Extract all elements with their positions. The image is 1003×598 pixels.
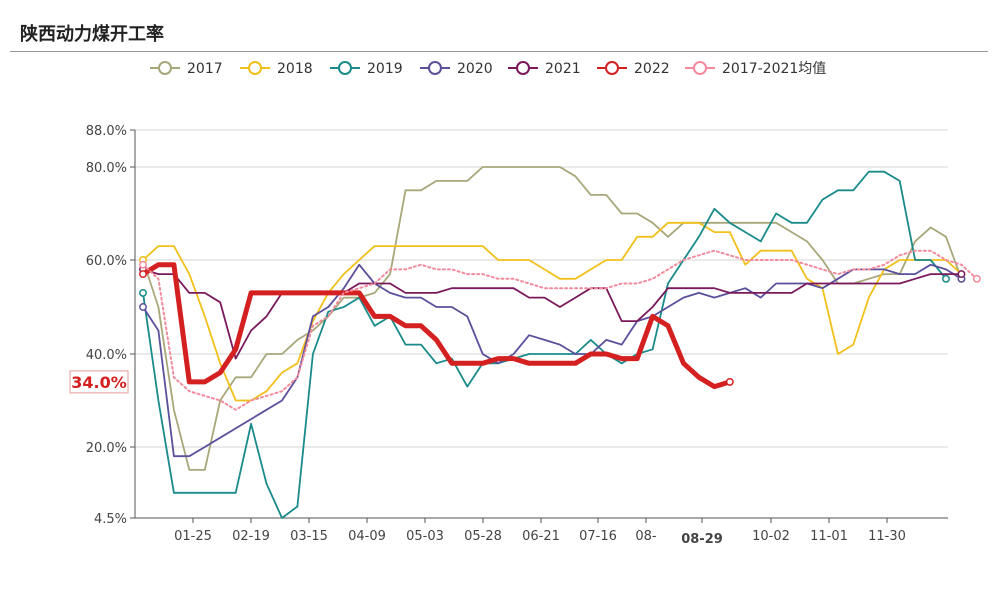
legend-marker-2018 — [248, 61, 262, 75]
series-marker-2017-2021均值 — [972, 274, 981, 283]
series-marker-2019 — [942, 274, 950, 283]
x-tick-label: 05-28 — [464, 529, 502, 544]
y-axis-ticks: 88.0% 80.0% 60.0% 40.0% 20.0% 4.5% — [86, 124, 136, 527]
legend-marker-2021 — [516, 61, 530, 75]
series-marker-2022 — [139, 270, 147, 279]
x-tick-label: 11-01 — [810, 529, 848, 544]
series-line-2017 — [142, 166, 963, 471]
x-tick-label: 04-09 — [348, 529, 386, 544]
legend-marker-2019 — [338, 61, 352, 75]
series-line-2017-2021均值 — [142, 249, 978, 411]
x-tick-label: 03-15 — [290, 529, 328, 544]
legend-marker-2020 — [428, 61, 442, 75]
series-marker-2019 — [139, 288, 147, 297]
x-tick-label: 05-03 — [406, 529, 444, 544]
legend-label-2021: 2021 — [545, 61, 581, 77]
y-tick-label: 4.5% — [94, 512, 127, 527]
x-tick-label: 02-19 — [232, 529, 270, 544]
series-line-2018 — [142, 221, 963, 402]
series-marker-2022 — [725, 377, 734, 386]
legend-marker-2022 — [605, 61, 619, 75]
series-line-2020 — [142, 263, 963, 458]
legend-label-2018: 2018 — [277, 61, 313, 77]
x-tick-label: 07-16 — [579, 529, 617, 544]
legend-label-2020: 2020 — [457, 61, 493, 77]
legend-marker-2017-2021均值 — [693, 61, 707, 75]
series-marker-2020 — [139, 303, 147, 311]
series-marker-2021 — [957, 270, 966, 279]
x-axis-ticks: 01-25 02-19 03-15 04-09 05-03 05-28 06-21 07-16… — [135, 517, 948, 547]
title-divider — [10, 51, 988, 52]
value-callout-box — [69, 370, 129, 394]
chart-title: 陕西动力煤开工率 — [20, 24, 164, 45]
y-tick-label: 88.0% — [86, 124, 127, 139]
x-tick-label: 10-02 — [752, 529, 790, 544]
x-tick-label: 11-30 — [868, 529, 906, 544]
x-tick-label: 08- — [635, 529, 657, 544]
y-tick-label: 60.0% — [86, 254, 127, 269]
x-tick-label: 06-21 — [522, 529, 560, 544]
y-tick-label: 80.0% — [86, 161, 127, 176]
legend-label-2022: 2022 — [634, 61, 670, 77]
series-line-2019 — [142, 170, 947, 519]
series-line-2021 — [142, 268, 963, 360]
callouts: 34.0% — [69, 370, 129, 394]
legend: 2017 2018 2019 2020 2021 2022 2017-2021均值 — [150, 61, 826, 77]
legend-label-2019: 2019 — [367, 61, 403, 77]
legend-label-2017: 2017 — [187, 61, 223, 77]
series-lines — [139, 166, 981, 519]
x-tick-label-highlight: 08-29 — [681, 532, 723, 547]
y-tick-label: 20.0% — [86, 441, 127, 456]
series-marker-2017-2021均值 — [139, 260, 147, 269]
legend-label-2017-2021均值: 2017-2021均值 — [722, 61, 826, 77]
x-tick-label: 01-25 — [174, 529, 212, 544]
value-callout-label: 34.0% — [71, 373, 127, 392]
y-tick-label: 40.0% — [86, 348, 127, 363]
series-line-2022 — [140, 262, 733, 390]
legend-marker-2017 — [158, 61, 172, 75]
